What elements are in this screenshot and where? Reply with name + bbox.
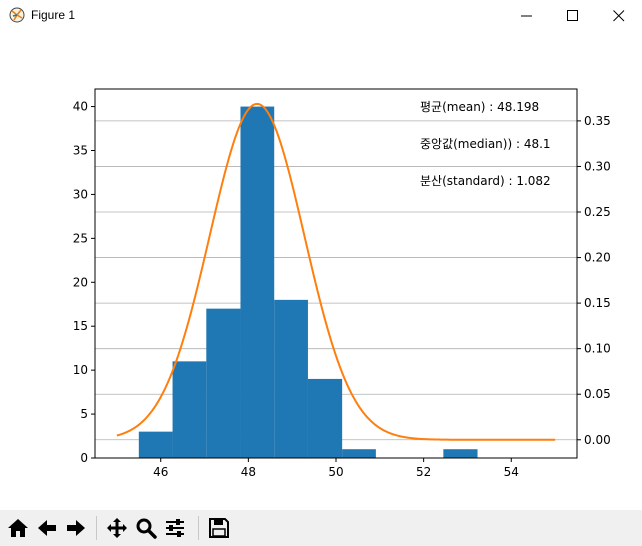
zoom-button[interactable] [133, 515, 159, 541]
x-axis: 46 48 50 52 54 [153, 458, 519, 479]
maximize-icon [567, 10, 578, 21]
forward-button[interactable] [63, 515, 89, 541]
x-tick-label: 50 [328, 465, 343, 479]
left-y-tick-label: 40 [73, 100, 88, 114]
histogram-bar [138, 431, 173, 458]
right-y-tick-label: 0.15 [584, 296, 611, 310]
right-y-tick-label: 0.10 [584, 342, 611, 356]
median-annotation: 중앙값(median)) : 48.1 [420, 137, 551, 151]
left-y-tick-label: 20 [73, 275, 88, 289]
left-y-tick-label: 25 [73, 231, 88, 245]
right-y-tick-label: 0.00 [584, 433, 611, 447]
navigation-toolbar [0, 510, 642, 546]
left-y-tick-label: 0 [80, 451, 88, 465]
minimize-button[interactable] [504, 0, 550, 31]
minimize-icon [521, 15, 532, 17]
close-button[interactable] [596, 0, 642, 31]
x-tick-label: 54 [504, 465, 519, 479]
right-axis-grid [95, 120, 577, 441]
left-y-tick-label: 10 [73, 363, 88, 377]
right-y-axis: 0.00 0.05 0.10 0.15 0.20 0.25 0.30 0.35 [577, 114, 611, 447]
right-y-tick-label: 0.35 [584, 114, 611, 128]
left-y-tick-label: 30 [73, 187, 88, 201]
window-title: Figure 1 [31, 8, 76, 22]
mean-annotation: 평균(mean) : 48.198 [420, 100, 539, 114]
histogram-bar [342, 449, 376, 458]
home-button[interactable] [5, 515, 31, 541]
maximize-button[interactable] [550, 0, 596, 31]
window-titlebar: Figure 1 [0, 0, 642, 31]
left-y-axis: 0 5 10 15 20 25 30 35 40 [73, 100, 95, 465]
toolbar-separator [198, 516, 199, 540]
right-y-tick-label: 0.05 [584, 387, 611, 401]
home-icon [8, 519, 28, 537]
save-button[interactable] [206, 515, 232, 541]
histogram-bar [274, 299, 308, 458]
histogram-bar [172, 361, 207, 458]
forward-arrow-icon [67, 520, 85, 536]
left-y-tick-label: 15 [73, 319, 88, 333]
matplotlib-figure-icon [9, 7, 25, 23]
close-icon [613, 10, 625, 22]
zoom-icon [136, 518, 157, 539]
toolbar-separator [96, 516, 97, 540]
histogram-bar [206, 308, 241, 458]
figure-canvas: 46 48 50 52 54 0 5 10 15 20 25 30 35 40 0.00 0.05 0.10… [0, 31, 642, 510]
pan-button[interactable] [104, 515, 130, 541]
x-tick-label: 48 [241, 465, 256, 479]
histogram-bars [138, 106, 478, 459]
x-tick-label: 46 [153, 465, 168, 479]
back-button[interactable] [34, 515, 60, 541]
right-y-tick-label: 0.30 [584, 159, 611, 173]
right-y-tick-label: 0.25 [584, 205, 611, 219]
left-y-tick-label: 5 [80, 407, 88, 421]
histogram-chart: 46 48 50 52 54 0 5 10 15 20 25 30 35 40 0.00 0.05 0.10… [73, 88, 611, 479]
std-annotation: 분산(standard) : 1.082 [420, 174, 551, 188]
histogram-bar [443, 449, 478, 458]
left-y-tick-label: 35 [73, 144, 88, 158]
right-y-tick-label: 0.20 [584, 251, 611, 265]
normal-curve [116, 102, 556, 441]
histogram-bar [240, 106, 275, 459]
normal-distribution-line [116, 102, 556, 441]
pan-icon [107, 518, 127, 538]
x-tick-label: 52 [416, 465, 431, 479]
configure-subplots-button[interactable] [162, 515, 188, 541]
save-icon [209, 518, 229, 538]
configure-subplots-icon [166, 519, 184, 537]
back-arrow-icon [38, 520, 56, 536]
histogram-bar [307, 378, 343, 458]
